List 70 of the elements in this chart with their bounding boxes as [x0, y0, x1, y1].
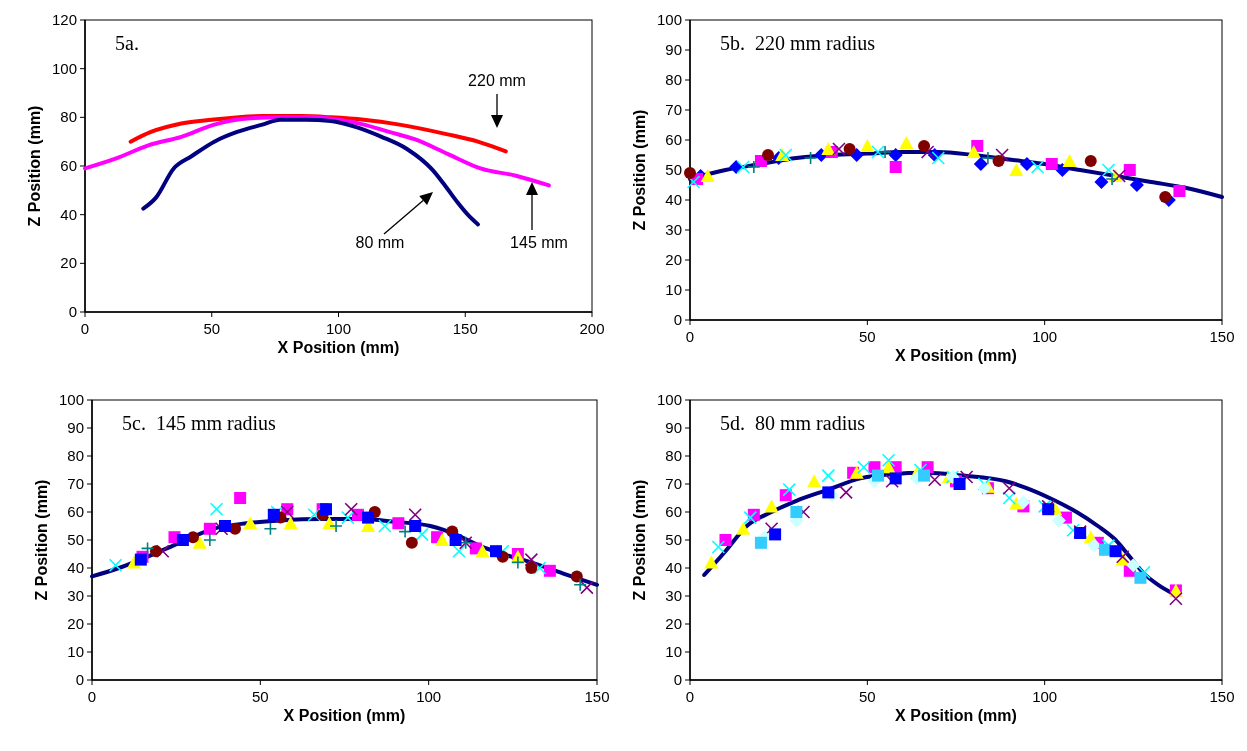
y-tick-label: 10 [665, 643, 682, 660]
y-tick-label: 100 [656, 11, 682, 28]
x-tick-label: 50 [858, 328, 876, 345]
annotation: 5c. 145 mm radius [122, 412, 277, 434]
x-axis-title: X Position (mm) [895, 707, 1017, 724]
y-tick-label: 60 [67, 503, 84, 520]
y-tick-label: 80 [60, 108, 77, 126]
y-tick-label: 40 [67, 559, 84, 576]
x-tick-label: 100 [416, 688, 442, 705]
annotation: 220 mm [468, 72, 526, 89]
x-axis-title: X Position (mm) [283, 707, 406, 724]
y-tick-label: 100 [656, 391, 682, 408]
annotation: 5a. [115, 32, 139, 54]
y-tick-label: 60 [60, 157, 77, 174]
y-axis-title: Z Position (mm) [631, 109, 648, 231]
y-axis-title: Z Position (mm) [33, 479, 50, 601]
y-tick-label: 70 [665, 101, 682, 118]
x-tick-label: 150 [452, 320, 478, 337]
y-tick-label: 20 [67, 615, 84, 632]
y-axis-title: Z Position (mm) [26, 105, 43, 227]
y-tick-label: 60 [665, 131, 682, 148]
y-axis-title: Z Position (mm) [631, 479, 648, 601]
y-tick-label: 70 [665, 475, 682, 492]
x-axis-title: X Position (mm) [895, 347, 1017, 364]
y-tick-label: 20 [60, 254, 77, 272]
annotation: 5d. 80 mm radius [720, 412, 866, 434]
y-tick-label: 50 [665, 531, 682, 548]
y-tick-label: 40 [665, 559, 682, 576]
y-tick-label: 70 [67, 475, 84, 492]
y-tick-label: 40 [665, 191, 682, 208]
x-tick-label: 150 [1209, 688, 1235, 705]
y-tick-label: 40 [60, 205, 77, 223]
y-tick-label: 50 [67, 531, 84, 548]
y-tick-label: 90 [67, 419, 84, 436]
y-tick-label: 60 [665, 503, 682, 520]
y-tick-label: 30 [665, 587, 682, 604]
y-tick-label: 100 [51, 59, 77, 77]
y-tick-label: 10 [67, 643, 84, 660]
x-tick-label: 50 [858, 688, 876, 705]
y-tick-label: 100 [58, 391, 84, 408]
y-tick-label: 80 [665, 71, 682, 88]
x-tick-label: 0 [87, 688, 97, 705]
y-tick-label: 50 [665, 161, 682, 178]
x-axis-title: X Position (mm) [277, 339, 400, 356]
x-tick-label: 150 [1209, 328, 1235, 345]
y-tick-label: 0 [75, 671, 84, 688]
x-tick-label: 150 [584, 688, 610, 705]
x-tick-label: 50 [251, 688, 269, 705]
y-tick-label: 120 [51, 11, 77, 28]
y-tick-label: 0 [68, 303, 77, 320]
annotation: 5b. 220 mm radius [720, 32, 876, 54]
y-tick-label: 80 [665, 447, 682, 464]
y-tick-label: 90 [665, 419, 682, 436]
x-tick-label: 0 [685, 328, 695, 345]
y-tick-label: 20 [665, 251, 682, 268]
x-tick-label: 100 [1032, 688, 1058, 705]
y-tick-label: 10 [665, 281, 682, 298]
x-tick-label: 100 [325, 320, 352, 337]
y-tick-label: 30 [665, 221, 682, 238]
annotation: 145 mm [510, 234, 568, 251]
y-tick-label: 30 [67, 587, 84, 604]
annotation: 80 mm [355, 234, 405, 251]
x-tick-label: 0 [685, 688, 695, 705]
x-tick-label: 50 [203, 320, 221, 337]
y-tick-label: 80 [67, 447, 84, 464]
y-tick-label: 0 [673, 671, 682, 688]
y-tick-label: 90 [665, 41, 682, 58]
x-tick-label: 100 [1032, 328, 1058, 345]
y-tick-label: 20 [665, 615, 682, 632]
x-tick-label: 200 [579, 320, 605, 337]
